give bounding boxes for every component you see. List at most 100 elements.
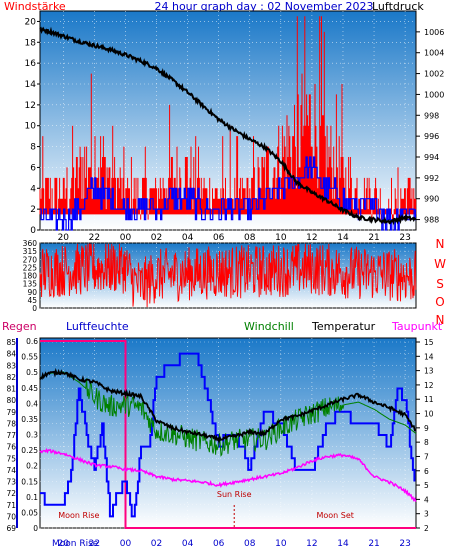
windstaerke-header: Windstärke: [4, 0, 66, 13]
event-label: Moon Set: [316, 511, 353, 520]
regen-axis-tick: 0.45: [21, 384, 38, 393]
humidity-axis-tick: 82: [6, 373, 16, 382]
pressure-axis-tick: 998: [424, 111, 439, 120]
compass-label: O: [435, 295, 444, 309]
regen-axis-tick: 0.3: [26, 431, 38, 440]
wind-direction-plot: [39, 243, 417, 308]
pressure-axis-tick: 994: [424, 153, 439, 162]
legend-taupunkt: Taupunkt: [391, 320, 443, 333]
panel-temperature-humidity: [39, 337, 417, 529]
temperature-axis-tick: 9: [424, 424, 429, 433]
humidity-axis-tick: 69: [6, 524, 16, 533]
pressure-axis-tick: 1006: [424, 28, 444, 37]
temperature-axis-tick: 11: [424, 395, 434, 404]
temperature-axis-tick: 4: [424, 495, 429, 504]
regen-axis-tick: 0.55: [21, 353, 38, 362]
wind-axis-tick: 18: [25, 38, 37, 48]
humidity-axis-tick: 83: [6, 361, 16, 370]
x-tick-label-bottom: 02: [151, 539, 162, 549]
humidity-axis-tick: 81: [6, 385, 16, 394]
direction-axis-tick: 315: [23, 247, 38, 256]
x-tick-label-top: 08: [244, 233, 256, 243]
x-tick-label-top: 04: [182, 233, 194, 243]
wind-direction-series: [39, 243, 417, 308]
x-tick-label-bottom: 00: [120, 539, 132, 549]
regen-axis-tick: 0.15: [21, 477, 38, 486]
event-label: Moon Rise: [58, 511, 99, 520]
direction-axis-tick: 135: [23, 280, 38, 289]
rain-series: [40, 340, 416, 529]
x-tick-label-bottom: 12: [306, 539, 317, 549]
x-tick-label-top: 00: [120, 233, 132, 243]
chart-title: 24 hour graph day : 02 November 2023: [154, 0, 373, 13]
pressure-axis-tick: 1004: [424, 49, 444, 58]
x-tick-label-bottom: 04: [182, 539, 194, 549]
humidity-axis-tick: 78: [6, 419, 16, 428]
temperature-axis-tick: 10: [424, 410, 434, 419]
temperature-axis-tick: 13: [424, 367, 434, 376]
temperature-axis-tick: 12: [424, 381, 434, 390]
humidity-axis-tick: 85: [6, 338, 16, 347]
temperature-axis-tick: 2: [424, 524, 429, 533]
x-tick-label-bottom: 22: [89, 539, 100, 549]
regen-axis-tick: 0.35: [21, 415, 38, 424]
regen-axis-tick: 0.4: [26, 399, 38, 408]
temperature-axis-tick: 7: [424, 452, 429, 461]
x-tick-label-bottom: 10: [275, 539, 287, 549]
regen-axis-tick: 0.05: [21, 508, 38, 517]
direction-axis-tick: 45: [27, 296, 37, 305]
compass-label: N: [436, 237, 445, 251]
x-tick-label-top: 06: [213, 233, 225, 243]
wind-axis-tick: 14: [25, 80, 37, 90]
x-tick-label-bottom: 20: [58, 539, 70, 549]
humidity-axis-tick: 72: [6, 489, 16, 498]
humidity-axis-tick: 73: [6, 478, 16, 487]
pressure-axis-tick: 1002: [424, 70, 444, 79]
regen-axis-tick: 0.2: [26, 462, 38, 471]
luftdruck-header: Luftdruck: [372, 0, 424, 13]
direction-axis-tick: 360: [23, 239, 38, 248]
x-tick-label-bottom: 06: [213, 539, 225, 549]
direction-axis-tick: 90: [27, 288, 37, 297]
legend-luftfeuchte: Luftfeuchte: [66, 320, 129, 333]
windchill-series: [39, 371, 417, 457]
humidity-axis-tick: 76: [6, 443, 16, 452]
x-tick-label-bottom: 14: [337, 539, 349, 549]
humidity-axis-tick: 70: [6, 512, 16, 521]
humidity-axis-tick: 75: [6, 454, 16, 463]
dewpoint-series: [39, 447, 417, 503]
bottom-moon-rise: Moon Rise: [52, 539, 99, 549]
humidity-series: [40, 352, 416, 518]
wind-axis-tick: 10: [25, 122, 37, 132]
regen-axis-tick: 0.5: [26, 368, 38, 377]
wind-axis-tick: 6: [30, 163, 36, 173]
event-label: Sun Rise: [217, 490, 252, 499]
wind-axis-tick: 16: [25, 59, 37, 69]
humidity-axis-tick: 84: [6, 350, 16, 359]
regen-axis-tick: 0: [33, 524, 38, 533]
pressure-axis-tick: 992: [424, 174, 439, 183]
x-tick-label-top: 22: [89, 233, 100, 243]
regen-axis-tick: 0.1: [26, 493, 38, 502]
direction-axis-tick: 0: [32, 304, 37, 313]
humidity-axis-tick: 77: [6, 431, 16, 440]
direction-axis-tick: 225: [23, 263, 38, 272]
wind-axis-tick: 0: [30, 226, 36, 236]
regen-axis-tick: 0.25: [21, 446, 38, 455]
pressure-axis-tick: 988: [424, 216, 439, 225]
legend-windchill: Windchill: [244, 320, 294, 333]
pressure-series: [39, 26, 417, 226]
direction-axis-tick: 270: [23, 255, 38, 264]
x-tick-label-top: 21: [368, 233, 379, 243]
pressure-axis-tick: 990: [424, 195, 439, 204]
regen-axis-tick: 0.6: [26, 337, 38, 346]
wind-axis-tick: 4: [30, 184, 36, 194]
x-tick-label-top: 20: [58, 233, 70, 243]
x-tick-label-top: 23: [399, 233, 410, 243]
humidity-axis-tick: 80: [6, 396, 16, 405]
x-tick-label-top: 12: [306, 233, 317, 243]
wind-avg-series: [40, 156, 416, 231]
compass-label: N: [436, 313, 445, 327]
